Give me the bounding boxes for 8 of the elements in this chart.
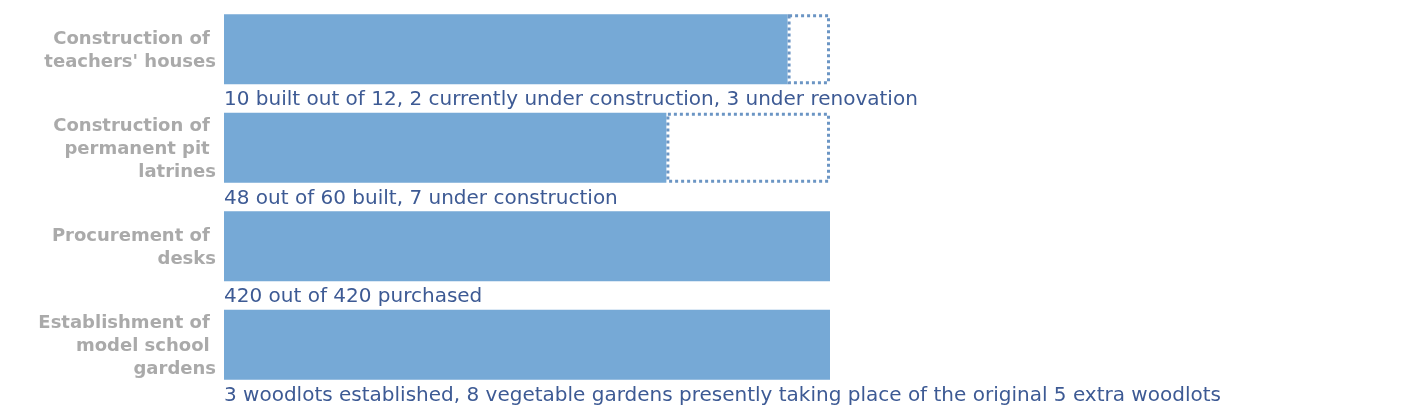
y-tick-label: Construction of teachers' houses (44, 27, 216, 72)
y-tick-label: Construction of permanent pit latrines (53, 114, 216, 182)
y-tick-label: Establishment of model school gardens (38, 311, 216, 379)
y-tick-label: Procurement of desks (51, 224, 216, 269)
annotation: 420 out of 420 purchased (224, 283, 483, 308)
annotation: 3 woodlots established, 8 vegetable gardens presently taking place of the original 5 extra woodlots (224, 381, 1221, 406)
annotation: 48 out of 60 built, 7 under construction (224, 184, 618, 209)
annotation: 10 built out of 12, 2 currently under construction, 3 under renovation (224, 86, 918, 111)
